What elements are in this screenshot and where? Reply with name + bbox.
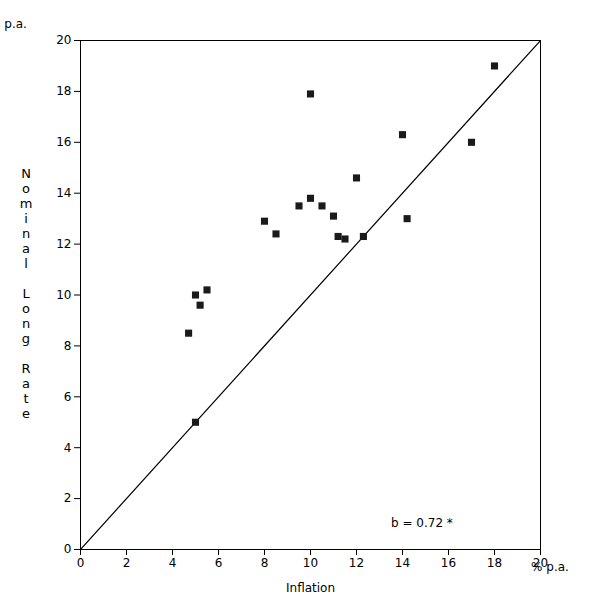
svg-text:% p.a.: % p.a. xyxy=(531,560,569,574)
svg-text:% p.a.: % p.a. xyxy=(0,17,27,31)
svg-text:12: 12 xyxy=(56,237,71,251)
svg-text:R: R xyxy=(21,361,30,376)
svg-text:10: 10 xyxy=(56,288,71,302)
svg-text:16: 16 xyxy=(441,556,456,570)
svg-text:m: m xyxy=(20,196,33,211)
svg-text:4: 4 xyxy=(64,441,72,455)
svg-text:10: 10 xyxy=(303,556,318,570)
svg-text:4: 4 xyxy=(169,556,177,570)
svg-text:18: 18 xyxy=(487,556,502,570)
svg-text:20: 20 xyxy=(56,33,71,47)
svg-text:14: 14 xyxy=(395,556,410,570)
svg-text:o: o xyxy=(22,181,30,196)
svg-text:8: 8 xyxy=(261,556,269,570)
svg-text:l: l xyxy=(24,256,28,271)
svg-text:g: g xyxy=(22,331,30,346)
svg-text:N: N xyxy=(21,166,31,181)
svg-text:n: n xyxy=(22,226,30,241)
svg-text:i: i xyxy=(24,211,28,226)
svg-text:8: 8 xyxy=(64,339,72,353)
svg-text:e: e xyxy=(22,406,30,421)
svg-text:o: o xyxy=(22,301,30,316)
svg-text:0: 0 xyxy=(77,556,85,570)
svg-text:a: a xyxy=(22,376,30,391)
svg-text:14: 14 xyxy=(56,186,71,200)
svg-text:12: 12 xyxy=(349,556,364,570)
svg-text:0: 0 xyxy=(64,542,72,556)
svg-text:L: L xyxy=(22,286,30,301)
svg-text:t: t xyxy=(23,391,28,406)
svg-text:2: 2 xyxy=(64,491,72,505)
svg-text:16: 16 xyxy=(56,135,71,149)
svg-text:Inflation: Inflation xyxy=(286,581,335,595)
svg-text:6: 6 xyxy=(64,390,72,404)
svg-text:2: 2 xyxy=(123,556,131,570)
svg-text:18: 18 xyxy=(56,84,71,98)
svg-text:n: n xyxy=(22,316,30,331)
svg-text:a: a xyxy=(22,241,30,256)
svg-text:b = 0.72 *: b = 0.72 * xyxy=(391,516,453,530)
svg-text:6: 6 xyxy=(215,556,223,570)
